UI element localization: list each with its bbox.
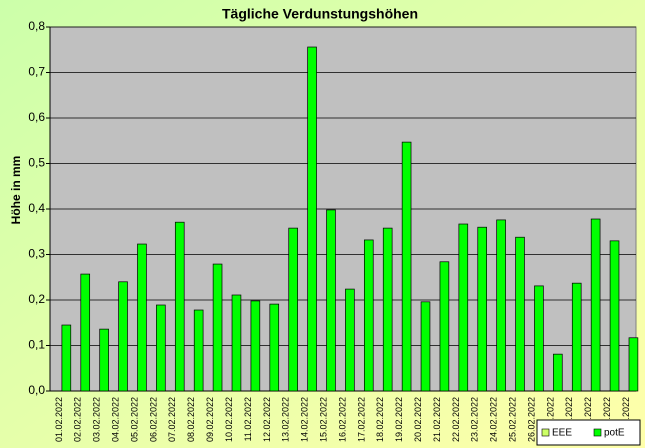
bar: [420, 301, 431, 392]
x-tick-label: 22.02.2022: [451, 397, 461, 442]
x-tick-label: 01.02.2022: [54, 397, 64, 442]
bar: [553, 353, 563, 392]
bar: [628, 337, 639, 392]
x-tick-label: 19.02.2022: [394, 397, 404, 442]
bar: [571, 282, 582, 392]
x-tick-label: 16.02.2022: [337, 397, 347, 442]
x-tick-label: 07.02.2022: [167, 397, 177, 442]
bar: [477, 226, 487, 392]
x-tick-label: 15.02.2022: [318, 397, 328, 442]
x-tick-label: 25.02.2022: [508, 397, 518, 442]
x-tick-label: 04.02.2022: [111, 397, 121, 442]
x-tick-label: 02.02.2022: [73, 397, 83, 442]
x-tick-label: 18.02.2022: [375, 397, 385, 442]
bar: [609, 240, 620, 392]
x-tick-label: 05.02.2022: [129, 397, 139, 442]
bar: [326, 209, 336, 392]
legend-box: [536, 419, 641, 446]
bar: [99, 328, 109, 392]
x-tick-label: 21.02.2022: [432, 397, 442, 442]
x-tick-label: 24.02.2022: [489, 397, 499, 442]
y-tick-label: 0,1: [28, 338, 45, 352]
x-tick-label: 23.02.2022: [470, 397, 480, 442]
bar: [288, 227, 298, 392]
bar: [250, 300, 261, 392]
y-axis-label: Höhe in mm: [9, 156, 23, 225]
bar: [401, 141, 412, 392]
bar: [118, 281, 128, 392]
legend-swatch: [541, 428, 550, 437]
bar: [458, 223, 469, 392]
y-tick-label: 0,3: [28, 247, 45, 261]
bar: [231, 294, 242, 392]
bar: [193, 309, 204, 392]
legend-swatch: [593, 428, 602, 437]
x-tick-label: 26.02.2022: [526, 397, 536, 442]
bar: [439, 261, 450, 392]
bar: [382, 227, 393, 392]
bar: [269, 303, 280, 392]
bar: [156, 304, 166, 392]
bar: [137, 243, 147, 392]
y-tick-label: 0,6: [28, 110, 45, 124]
x-tick-label: 11.02.2022: [243, 397, 253, 441]
bar: [496, 219, 506, 392]
y-tick-label: 0,4: [28, 201, 45, 215]
x-tick-label: 12.02.2022: [262, 397, 272, 442]
legend-label: potE: [604, 428, 625, 439]
y-tick-label: 0,8: [28, 19, 45, 33]
legend-label: EEE: [552, 428, 572, 439]
bar: [345, 288, 355, 392]
y-tick-label: 0,5: [28, 156, 45, 170]
x-tick-label: 14.02.2022: [300, 397, 310, 442]
x-tick-label: 10.02.2022: [224, 397, 234, 442]
bar: [534, 285, 544, 392]
bar: [61, 324, 72, 392]
bar: [174, 221, 185, 392]
x-tick-label: 09.02.2022: [205, 397, 215, 442]
bar: [212, 263, 223, 392]
x-tick-label: 06.02.2022: [148, 397, 158, 442]
bar: [363, 239, 374, 392]
x-tick-label: 03.02.2022: [92, 397, 102, 442]
bar: [307, 46, 317, 392]
chart-title: Tägliche Verdunstungshöhen: [222, 6, 418, 22]
y-tick-label: 0,0: [28, 383, 45, 397]
bar: [590, 218, 601, 392]
bar: [515, 236, 525, 392]
y-tick-label: 0,2: [28, 292, 45, 306]
x-tick-label: 20.02.2022: [413, 397, 423, 442]
bar: [80, 273, 91, 392]
x-tick-label: 08.02.2022: [186, 397, 196, 442]
y-tick-label: 0,7: [28, 65, 45, 79]
x-tick-label: 13.02.2022: [281, 397, 291, 442]
x-tick-label: 17.02.2022: [356, 397, 366, 442]
